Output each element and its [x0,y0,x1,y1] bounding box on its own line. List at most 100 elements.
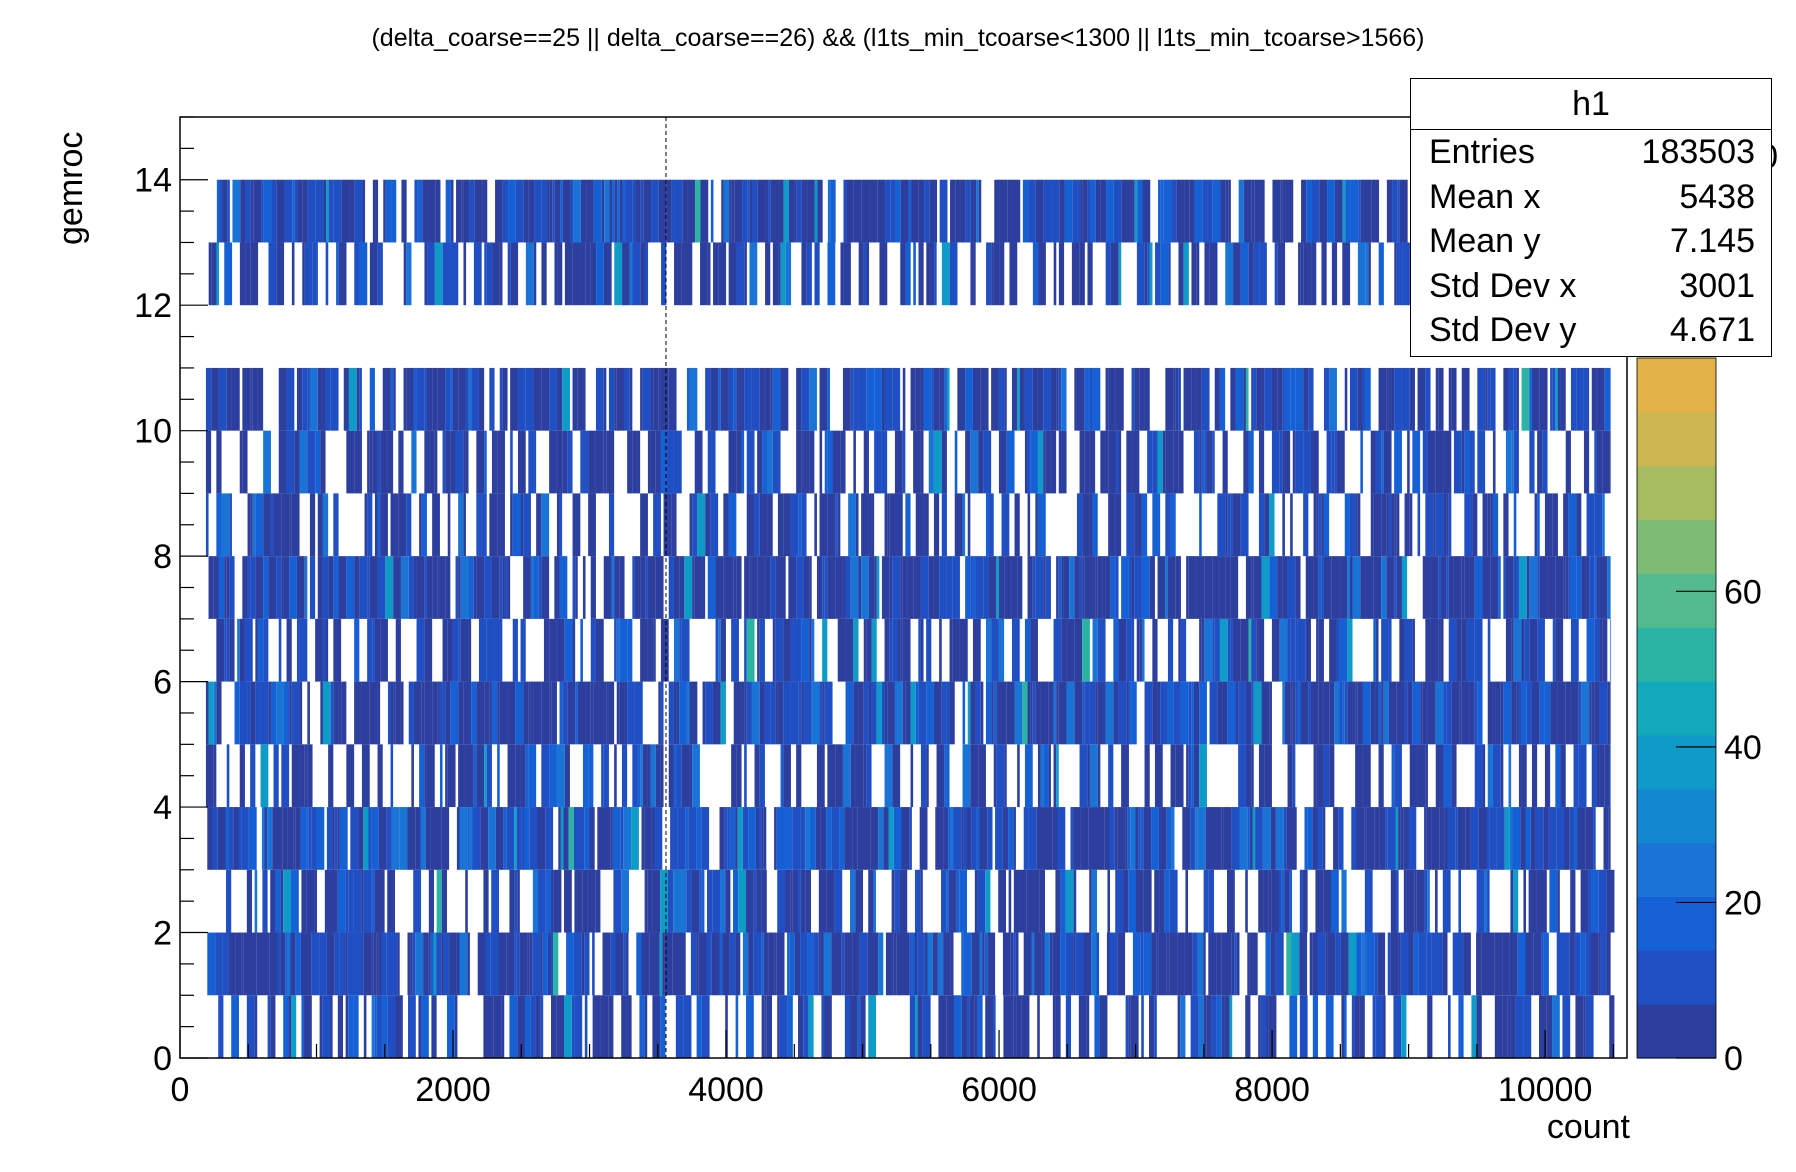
heatmap-row [205,367,1611,431]
heatmap-cell [775,618,784,682]
heatmap-cell [1261,681,1270,745]
heatmap-cell [1516,367,1519,431]
heatmap-cell [1396,493,1400,557]
heatmap-cell [1295,430,1304,494]
heatmap-cell [790,618,794,682]
heatmap-cell [651,807,655,870]
heatmap-cell [224,618,227,682]
heatmap-cell [934,242,937,306]
heatmap-cell [1487,493,1491,557]
heatmap-cell [1027,681,1031,745]
heatmap-cell [1082,493,1090,557]
heatmap-cell [263,179,272,243]
heatmap-cell [1203,869,1209,933]
heatmap-cell [416,367,425,431]
heatmap-cell [623,932,626,996]
heatmap-cell [1053,744,1057,808]
heatmap-cell [875,932,879,996]
y-axis-label: gemroc [52,132,90,245]
heatmap-cell [1037,744,1041,808]
heatmap-cell [1598,869,1607,933]
heatmap-cell [226,367,232,431]
heatmap-cell [1425,744,1428,808]
heatmap-cell [1011,556,1018,619]
heatmap-cell [278,367,287,431]
heatmap-cell [510,493,513,557]
heatmap-cell [1233,242,1241,306]
heatmap-cell [1599,556,1608,619]
heatmap-cell [651,179,659,243]
heatmap-cell [1594,493,1603,557]
palette-band [1637,627,1716,682]
heatmap-cell [1275,932,1284,996]
heatmap-cell [735,995,739,1058]
heatmap-cell [415,807,421,870]
heatmap-cell [250,493,253,557]
heatmap-cell [636,932,642,996]
heatmap-cell [920,556,929,619]
heatmap-cell [525,242,534,306]
heatmap-cell [1126,493,1135,557]
heatmap-cell [1492,744,1501,808]
heatmap-cell [601,744,604,808]
heatmap-cell [341,681,347,745]
heatmap-cell [1044,932,1050,996]
heatmap-cell [307,179,316,243]
heatmap-cell [304,242,313,306]
heatmap-cell [1073,869,1077,933]
heatmap-cell [1548,807,1557,870]
heatmap-cell [560,179,563,243]
heatmap-cell [1154,995,1157,1058]
heatmap-cell [302,242,305,306]
heatmap-cell [1143,807,1152,870]
heatmap-cell [1003,995,1007,1058]
heatmap-cell [983,430,992,494]
heatmap-cell [664,932,673,996]
heatmap-cell [789,932,795,996]
heatmap-cell [1490,367,1496,431]
heatmap-cell [1079,430,1085,494]
heatmap-cell [1013,869,1020,933]
heatmap-cell [1152,493,1161,557]
heatmap-cell [368,807,372,870]
heatmap-cell [390,493,399,557]
heatmap-cell [668,556,674,619]
heatmap-cell [1563,493,1569,557]
heatmap-cell [337,995,344,1058]
heatmap-cell [556,744,565,808]
heatmap-cell [1141,493,1148,557]
heatmap-cell [349,179,355,243]
heatmap-cell [328,179,334,243]
heatmap-cell [255,556,264,619]
heatmap-cell [250,179,254,243]
heatmap-cell [957,367,966,431]
heatmap-cell [255,681,261,745]
heatmap-cell [411,430,417,494]
heatmap-cell [1541,932,1544,996]
heatmap-cell [723,556,726,619]
heatmap-cell [322,556,329,619]
stats-row-std-dev-y: Std Dev y 4.671 [1411,308,1771,353]
heatmap-cell [458,618,461,682]
heatmap-cell [641,807,645,870]
heatmap-cell [541,681,550,745]
heatmap-cell [364,493,368,557]
heatmap-cell [406,242,412,306]
heatmap-cell [1205,807,1214,870]
heatmap-cell [1434,807,1440,870]
heatmap-cell [1040,681,1049,745]
heatmap-cell [1568,493,1577,557]
heatmap-cell [979,932,983,996]
heatmap-cell [1375,618,1379,682]
heatmap-cell [681,618,690,682]
heatmap-cell [1474,744,1483,808]
y-tick-label: 14 [134,162,172,200]
heatmap-cell [950,932,954,996]
heatmap-cell [1570,681,1579,745]
heatmap-cell [671,179,675,243]
heatmap-cell [821,995,825,1058]
heatmap-cell [1505,556,1514,619]
heatmap-cell [697,493,706,557]
heatmap-cell [1331,430,1335,494]
heatmap-cell [226,618,230,682]
